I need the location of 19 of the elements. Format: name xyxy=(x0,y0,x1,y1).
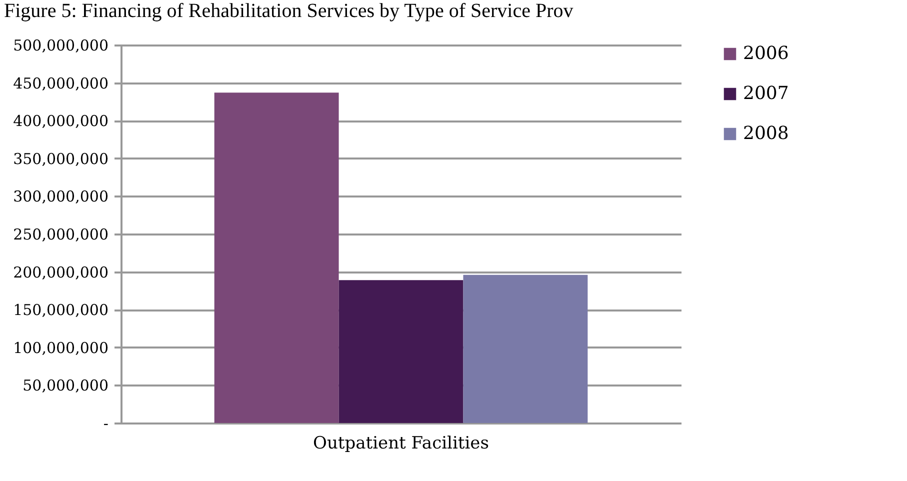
y-tick-label: 150,000,000 xyxy=(13,301,108,320)
y-tick-label: 100,000,000 xyxy=(13,338,108,357)
chart-title: Figure 5: Financing of Rehabilitation Services by Type of Service Prov xyxy=(4,0,574,23)
legend-label: 2007 xyxy=(743,83,789,104)
y-tick-label: - xyxy=(103,414,108,432)
y-tick-label: 500,000,000 xyxy=(13,36,108,54)
x-tick-label: Outpatient Facilities xyxy=(313,434,489,454)
y-tick-label: 250,000,000 xyxy=(13,226,108,244)
y-tick-label: 50,000,000 xyxy=(22,376,108,395)
bar xyxy=(463,274,588,423)
y-tick-label: 400,000,000 xyxy=(13,112,108,130)
bar xyxy=(214,92,339,423)
bar xyxy=(338,280,464,423)
y-tick-label: 200,000,000 xyxy=(13,263,108,282)
y-tick-label: 450,000,000 xyxy=(13,74,108,92)
legend-label: 2006 xyxy=(743,43,789,64)
y-tick-label: 300,000,000 xyxy=(13,188,108,206)
legend-label: 2008 xyxy=(743,123,789,144)
y-tick-label: 350,000,000 xyxy=(13,150,108,168)
